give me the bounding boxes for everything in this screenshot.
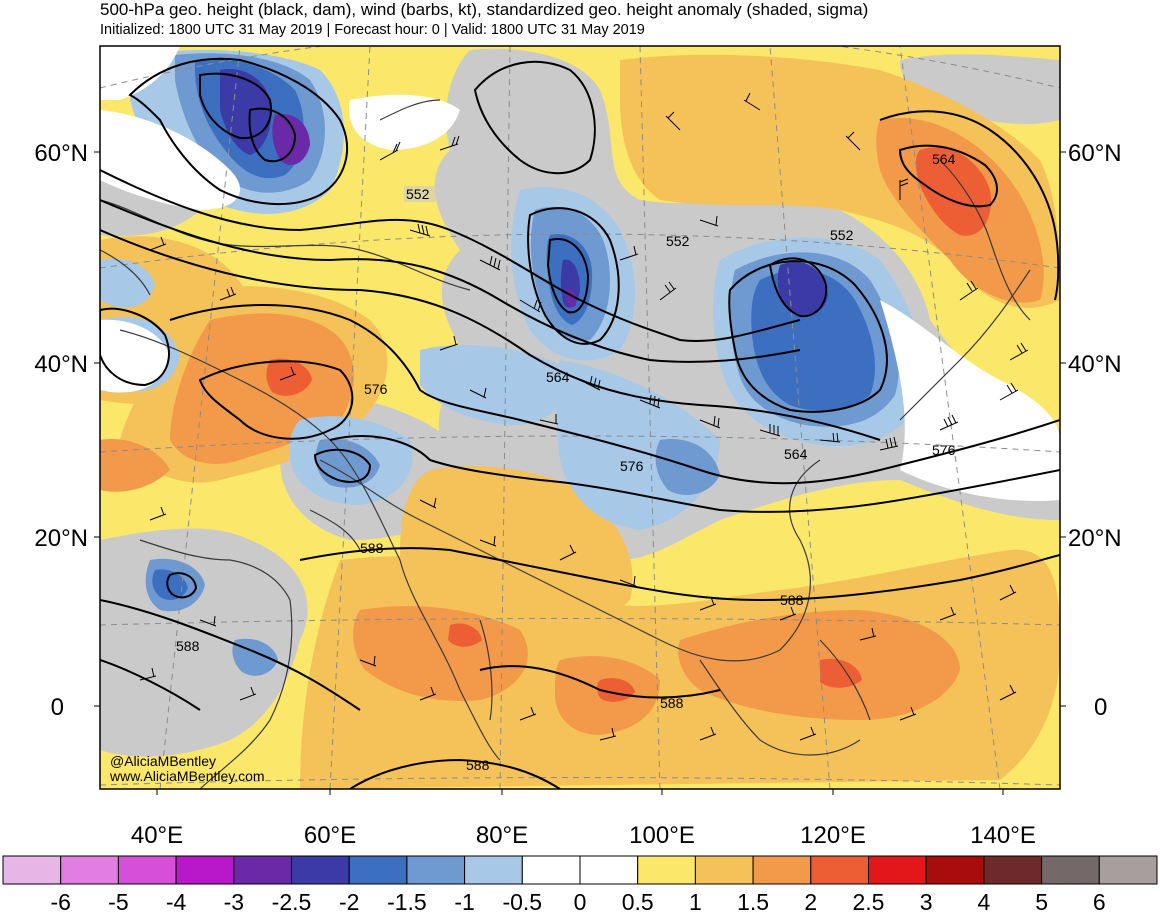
colorbar-label: -3 bbox=[224, 889, 244, 913]
colorbar-label: 3 bbox=[920, 889, 933, 913]
contour-labels: 552 552 552 564 564 564 576 576 576 588 … bbox=[176, 151, 956, 773]
colorbar-label: 4 bbox=[978, 889, 991, 913]
lat-labels-right: 60°N 40°N 20°N 0 bbox=[1068, 140, 1122, 721]
colorbar-swatch bbox=[752, 855, 812, 885]
colorbar-label: -2 bbox=[339, 889, 359, 913]
anomaly-orange-fields bbox=[100, 118, 1044, 735]
colorbar-label: 5 bbox=[1035, 889, 1048, 913]
contour-label: 564 bbox=[784, 446, 808, 462]
height-contours bbox=[100, 57, 1060, 789]
map-frame bbox=[99, 45, 1061, 790]
contour-label: 576 bbox=[620, 458, 644, 474]
colorbar-swatch bbox=[2, 855, 62, 885]
colorbar-label: 0.5 bbox=[622, 889, 654, 913]
lon-label: 80°E bbox=[476, 822, 528, 849]
lon-label: 40°E bbox=[131, 822, 183, 849]
colorbar-swatch bbox=[464, 855, 523, 885]
colorbar-label: -5 bbox=[108, 889, 128, 913]
colorbar-label: 2 bbox=[804, 889, 817, 913]
contour-label: 588 bbox=[466, 757, 490, 773]
colorbar-swatch bbox=[694, 855, 754, 885]
graticule bbox=[100, 46, 1060, 789]
colorbar-label: -1 bbox=[454, 889, 474, 913]
anomaly-redorange-cores bbox=[266, 147, 991, 702]
colorbar bbox=[2, 855, 1158, 885]
colorbar-swatch bbox=[175, 855, 235, 885]
map-title: 500-hPa geo. height (black, dam), wind (… bbox=[100, 0, 869, 19]
anomaly-blue-fields bbox=[100, 50, 923, 676]
colorbar-label: 2.5 bbox=[853, 889, 885, 913]
contour-label: 552 bbox=[666, 233, 690, 249]
contour-label: 588 bbox=[660, 695, 684, 711]
colorbar-label: 1.5 bbox=[737, 889, 769, 913]
lat-label: 20°N bbox=[34, 525, 88, 552]
lat-label: 60°N bbox=[1068, 140, 1122, 167]
lat-label: 60°N bbox=[34, 140, 88, 167]
map-panel: 552 552 552 564 564 564 576 576 576 588 … bbox=[100, 46, 1060, 789]
contour-label: 564 bbox=[546, 369, 570, 385]
contour-label: 552 bbox=[406, 186, 430, 202]
coastlines bbox=[100, 99, 1031, 789]
contour-label: 564 bbox=[932, 151, 956, 167]
colorbar-label: -4 bbox=[166, 889, 187, 913]
lon-label: 140°E bbox=[970, 822, 1036, 849]
contour-label: 576 bbox=[364, 381, 388, 397]
colorbar-label: -6 bbox=[50, 889, 70, 913]
colorbar-label: -1.5 bbox=[387, 889, 427, 913]
colorbar-label: 0 bbox=[574, 889, 587, 913]
lat-labels-left: 60°N 40°N 20°N 0 bbox=[34, 140, 88, 721]
colorbar-swatch bbox=[637, 855, 696, 885]
colorbar-label: 6 bbox=[1093, 889, 1106, 913]
lat-label: 0 bbox=[1094, 694, 1107, 721]
contour-label: 588 bbox=[176, 638, 200, 654]
colorbar-swatch bbox=[1041, 855, 1100, 885]
colorbar-swatch bbox=[406, 855, 466, 885]
colorbar-swatch bbox=[868, 855, 927, 885]
colorbar-swatch bbox=[983, 855, 1043, 885]
lon-label: 120°E bbox=[800, 822, 866, 849]
colorbar-label: 1 bbox=[689, 889, 702, 913]
contour-label: 552 bbox=[830, 227, 854, 243]
colorbar-swatch bbox=[60, 855, 119, 885]
colorbar-swatch bbox=[233, 855, 293, 885]
anomaly-neutral-fields bbox=[100, 46, 1060, 501]
contour-label: 588 bbox=[780, 592, 804, 608]
lat-label: 0 bbox=[51, 694, 64, 721]
lon-labels: 40°E 60°E 80°E 100°E 120°E 140°E bbox=[131, 822, 1036, 849]
map-credit: @AliciaMBentley www.AliciaMBentley.com bbox=[109, 753, 265, 784]
lat-label: 40°N bbox=[1068, 351, 1122, 378]
lat-label: 40°N bbox=[34, 351, 88, 378]
lat-label: 20°N bbox=[1068, 525, 1122, 552]
contour-label: 588 bbox=[360, 540, 384, 556]
lon-label: 100°E bbox=[629, 822, 695, 849]
wind-barbs bbox=[139, 92, 1029, 741]
colorbar-swatch bbox=[291, 855, 350, 885]
lon-label: 60°E bbox=[304, 822, 356, 849]
colorbar-labels: -6 -5 -4 -3 -2.5 -2 -1.5 -1 -0.5 0 0.5 1 1.5 2 2.5 3 4 5 6 bbox=[50, 889, 1105, 913]
colorbar-swatch bbox=[117, 855, 177, 885]
contour-label: 576 bbox=[932, 442, 956, 458]
colorbar-swatch bbox=[579, 855, 639, 885]
colorbar-label: -2.5 bbox=[272, 889, 312, 913]
colorbar-swatch bbox=[521, 855, 581, 885]
colorbar-swatch bbox=[925, 855, 985, 885]
colorbar-swatch bbox=[810, 855, 869, 885]
credit-handle: @AliciaMBentley bbox=[110, 753, 216, 769]
colorbar-swatch bbox=[348, 855, 408, 885]
axis-ticks bbox=[94, 151, 1066, 795]
credit-website: www.AliciaMBentley.com bbox=[109, 768, 265, 784]
colorbar-swatch bbox=[1098, 855, 1158, 885]
map-subtitle: Initialized: 1800 UTC 31 May 2019 | Fore… bbox=[100, 22, 645, 38]
colorbar-label: -0.5 bbox=[502, 889, 542, 913]
